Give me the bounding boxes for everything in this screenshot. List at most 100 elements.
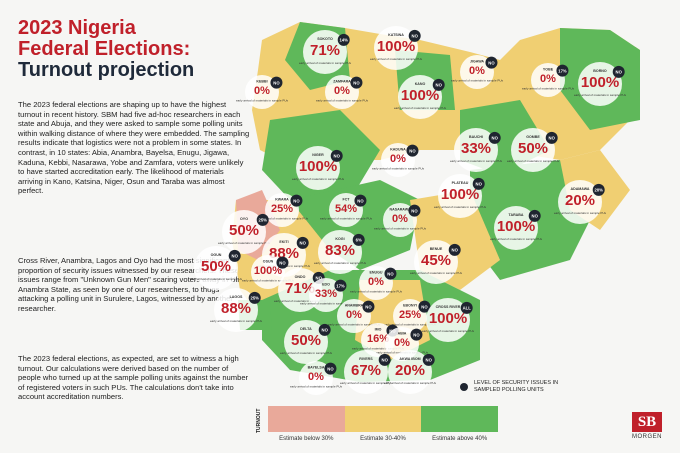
turnout-percent: 100% — [429, 310, 467, 327]
state-name: DELTA — [300, 327, 312, 331]
turnout-percent: 20% — [565, 192, 595, 209]
security-legend-text: LEVEL OF SECURITY ISSUES IN SAMPLED POLL… — [474, 380, 559, 393]
bubble-caption: early arrival of materials in sample PUs — [290, 384, 343, 388]
security-value: NO — [409, 148, 416, 153]
security-value: NO — [300, 241, 307, 246]
bubble-caption: early arrival of materials in sample PUs — [370, 57, 423, 61]
bubble-caption: early arrival of materials in sample PUs — [450, 159, 503, 163]
state-name: ANAMBRA — [345, 304, 364, 308]
security-value: NO — [413, 332, 420, 337]
security-badge — [350, 76, 363, 89]
bubble-caption: early arrival of materials in sample PUs — [242, 278, 295, 282]
security-value: NO — [452, 248, 459, 253]
state-name: BORNO — [593, 69, 607, 73]
title-line-2: Federal Elections: — [18, 38, 191, 60]
bubble-circle — [245, 75, 279, 109]
turnout-percent: 0% — [308, 371, 324, 383]
bubble-circle — [494, 206, 538, 250]
bubble-caption: early arrival of materials in sample PUs — [434, 205, 487, 209]
security-badge — [556, 64, 569, 77]
state-name: CROSS RIVER — [436, 305, 461, 309]
bubble-circle — [309, 278, 343, 312]
security-badge — [352, 233, 365, 246]
bubble-caption: early arrival of materials in sample PUs — [274, 299, 327, 303]
turnout-percent: 0% — [540, 73, 556, 85]
region-ekiti-kogi — [290, 180, 420, 270]
turnout-percent: 67% — [351, 362, 381, 379]
state-name: EDO — [322, 283, 330, 287]
state-name: KEBBI — [256, 80, 267, 84]
intro-paragraph: The 2023 federal elections are shaping u… — [18, 100, 250, 196]
turnout-percent: 100% — [377, 38, 415, 55]
state-name: KWARA — [275, 198, 289, 202]
turnout-percent: 45% — [421, 252, 451, 269]
bubble-caption: early arrival of materials in sample PUs — [507, 159, 560, 163]
state-name: ADAMAWA — [571, 187, 590, 191]
security-badge — [528, 209, 541, 222]
state-name: JIGAWA — [470, 60, 484, 64]
security-value: NO — [387, 271, 394, 276]
bubble-circle — [393, 299, 427, 333]
bubble-caption: early arrival of materials in sample PUs — [451, 78, 504, 82]
state-name: LAGOS — [230, 295, 243, 299]
security-value: NO — [365, 304, 372, 309]
bubble-caption: early arrival of materials in sample PUs — [218, 241, 271, 245]
security-badge — [384, 267, 397, 280]
security-value: NO — [334, 154, 341, 159]
bubble-circle — [359, 266, 393, 300]
bubble-circle — [303, 30, 347, 74]
turnout-percent: 0% — [469, 65, 485, 77]
security-badge — [354, 194, 367, 207]
legend-swatch-mid — [344, 406, 422, 432]
turnout-percent: 100% — [581, 74, 619, 91]
security-badge — [460, 301, 473, 314]
bubble-circle — [531, 63, 565, 97]
turnout-percent: 50% — [291, 332, 321, 349]
security-badge — [592, 183, 605, 196]
turnout-percent: 0% — [254, 85, 270, 97]
state-name: OGUN — [211, 253, 222, 257]
logo-word: MORGEN — [632, 434, 662, 440]
security-value: 20% — [595, 188, 604, 193]
turnout-percent: 100% — [497, 218, 535, 235]
security-badge — [488, 131, 501, 144]
bubble-caption: early arrival of materials in sample PUs — [340, 381, 393, 385]
security-badge — [422, 353, 435, 366]
state-name: BAUCHI — [469, 135, 483, 139]
bubble-caption: early arrival of materials in sample PUs — [384, 381, 437, 385]
legend-label-mid: Estimate 30-40% — [360, 436, 406, 442]
bubble-circle — [194, 246, 238, 290]
security-value: NO — [273, 80, 280, 85]
state-name: KANO — [415, 82, 426, 86]
bubble-caption: early arrival of materials in sample PUs — [256, 216, 309, 220]
turnout-percent: 33% — [315, 288, 337, 300]
bubble-circle — [438, 174, 482, 218]
turnout-percent: 88% — [221, 300, 251, 317]
bubble-circle — [344, 350, 388, 394]
turnout-percent: 54% — [335, 203, 357, 215]
security-badge — [296, 236, 309, 249]
bubble-circle — [511, 128, 555, 172]
security-badge — [448, 243, 461, 256]
bubble-circle — [265, 193, 299, 227]
bubble-circle — [296, 146, 340, 190]
legend-swatch-above40 — [421, 406, 499, 432]
bubble-circle — [578, 62, 622, 106]
bubble-circle — [383, 203, 417, 237]
sbm-logo: SB MORGEN — [630, 412, 664, 446]
